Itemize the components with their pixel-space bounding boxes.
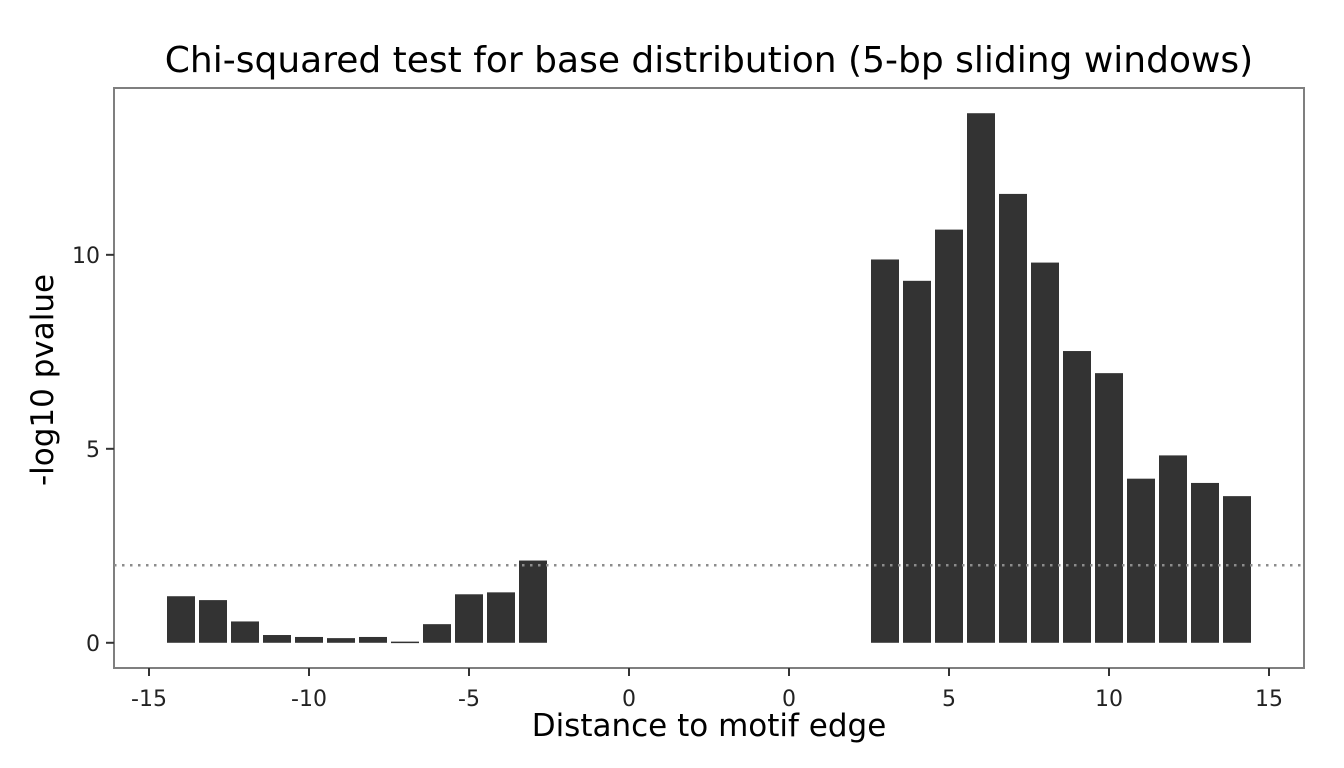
bar	[167, 596, 195, 643]
y-tick-label: 5	[86, 438, 100, 463]
bar	[1159, 455, 1187, 643]
bar	[391, 641, 419, 644]
y-axis-label: -log10 pvalue	[25, 273, 61, 487]
x-axis-label: Distance to motif edge	[531, 708, 887, 744]
bar	[455, 594, 483, 643]
x-tick-label: 0	[782, 687, 796, 712]
bar	[1127, 478, 1155, 643]
x-tick-label: 15	[1255, 687, 1283, 712]
x-tick-label: 5	[942, 687, 956, 712]
x-tick-label: 10	[1095, 687, 1123, 712]
bar	[231, 621, 259, 643]
bar	[263, 635, 291, 643]
bar	[903, 280, 931, 643]
bar	[327, 638, 355, 643]
bar	[1063, 351, 1091, 643]
x-tick-label: -15	[131, 687, 167, 712]
bar	[487, 592, 515, 643]
bar	[295, 636, 323, 643]
bar	[967, 113, 995, 643]
bar	[1191, 482, 1219, 643]
bar	[359, 636, 387, 643]
bar	[1031, 262, 1059, 643]
bar	[871, 259, 899, 643]
bar	[519, 560, 547, 643]
bar	[999, 193, 1027, 643]
bar	[1095, 373, 1123, 643]
x-tick-label: 0	[622, 687, 636, 712]
x-tick-label: -10	[291, 687, 327, 712]
bar	[199, 600, 227, 643]
bar	[935, 229, 963, 643]
plot-border	[113, 87, 1305, 669]
y-tick-label: 10	[72, 244, 100, 269]
bar	[423, 624, 451, 643]
y-tick-label: 0	[86, 632, 100, 657]
bar	[1223, 496, 1251, 643]
chart-title: Chi-squared test for base distribution (…	[164, 40, 1254, 81]
x-tick-label: -5	[458, 687, 480, 712]
